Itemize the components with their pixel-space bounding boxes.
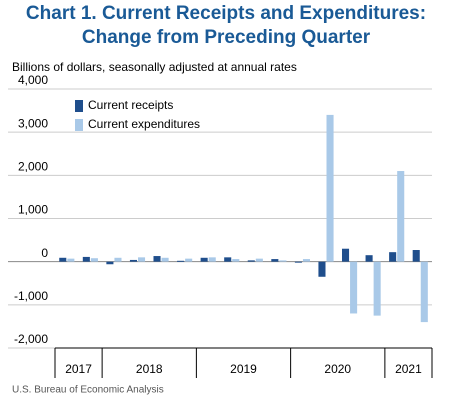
bar bbox=[67, 258, 75, 262]
bar bbox=[90, 258, 98, 262]
bar bbox=[341, 248, 350, 262]
bar bbox=[326, 114, 334, 262]
bar bbox=[271, 259, 279, 262]
legend-swatch bbox=[75, 100, 83, 112]
bar bbox=[177, 260, 185, 262]
x-tick-label: 2019 bbox=[230, 362, 257, 376]
y-tick-label: 3,000 bbox=[18, 116, 48, 130]
y-tick-label: 1,000 bbox=[18, 203, 48, 217]
bar bbox=[224, 257, 232, 262]
bar bbox=[318, 261, 326, 277]
source: U.S. Bureau of Economic Analysis bbox=[12, 385, 164, 396]
x-tick-label: 2020 bbox=[324, 362, 351, 376]
subtitle: Billions of dollars, seasonally adjusted… bbox=[12, 60, 297, 74]
bar bbox=[161, 257, 169, 262]
bar bbox=[365, 255, 373, 262]
bar bbox=[137, 257, 146, 262]
y-tick-label: 0 bbox=[41, 246, 48, 260]
bar bbox=[247, 260, 255, 262]
y-tick-label: 4,000 bbox=[18, 73, 48, 87]
bar bbox=[129, 259, 137, 262]
bar bbox=[208, 257, 216, 262]
bar bbox=[412, 250, 420, 262]
bar bbox=[373, 261, 381, 316]
bar bbox=[59, 257, 67, 262]
y-tick-label: -1,000 bbox=[14, 289, 48, 303]
x-tick-label: 2018 bbox=[136, 362, 163, 376]
x-tick-label: 2021 bbox=[395, 362, 422, 376]
y-tick-label: 2,000 bbox=[18, 160, 48, 174]
bar bbox=[232, 259, 240, 262]
bar bbox=[255, 258, 263, 262]
bar bbox=[185, 258, 193, 262]
bar bbox=[397, 171, 405, 262]
chart-title: Chart 1. Current Receipts and Expenditur… bbox=[26, 3, 426, 24]
legend-label: Current expenditures bbox=[88, 117, 200, 131]
y-tick-label: -2,000 bbox=[14, 332, 48, 346]
bar bbox=[350, 261, 358, 314]
bar bbox=[114, 257, 122, 262]
bar bbox=[294, 261, 302, 263]
legend-swatch bbox=[75, 119, 83, 131]
bar bbox=[389, 252, 397, 262]
bar bbox=[420, 261, 428, 323]
bar bbox=[106, 261, 114, 265]
legend-label: Current receipts bbox=[88, 98, 173, 112]
x-tick-label: 2017 bbox=[65, 362, 92, 376]
bar bbox=[153, 256, 161, 262]
bar bbox=[302, 259, 311, 262]
chart-title: Change from Preceding Quarter bbox=[82, 27, 371, 48]
bar bbox=[200, 257, 208, 262]
bar bbox=[279, 260, 287, 262]
bar bbox=[82, 256, 90, 262]
